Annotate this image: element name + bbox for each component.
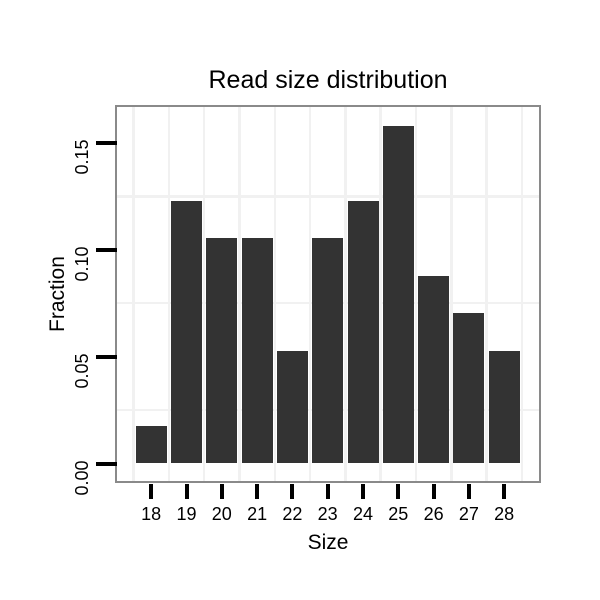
x-tick-label: 23: [317, 504, 338, 524]
x-axis-tick: [290, 484, 295, 499]
x-tick-label: 18: [141, 504, 162, 524]
bar-size-23: [312, 238, 344, 464]
bar-size-19: [171, 201, 202, 464]
x-tick-label: 21: [247, 504, 268, 524]
gridline-minor-vertical: [379, 107, 382, 481]
x-axis-tick: [502, 484, 507, 499]
x-axis-tick: [255, 484, 260, 499]
gridline-minor-vertical: [450, 107, 453, 481]
x-axis-tick: [396, 484, 401, 499]
x-tick-label: 20: [211, 504, 232, 524]
bar-size-25: [382, 126, 414, 464]
bar-size-18: [135, 426, 167, 464]
gridline-minor-vertical: [414, 107, 418, 481]
x-tick-label: 22: [282, 504, 303, 524]
x-axis-tick: [325, 484, 330, 499]
x-axis-tick: [184, 484, 189, 499]
plot-panel: [115, 105, 541, 483]
x-axis-tick: [431, 484, 436, 499]
x-tick-label: 19: [176, 504, 197, 524]
bar-size-22: [276, 351, 308, 464]
x-axis-tick: [219, 484, 224, 499]
gridline-minor-vertical: [520, 107, 524, 481]
gridline-minor-vertical: [308, 107, 312, 481]
gridline-minor-horizontal: [117, 195, 539, 198]
bar-size-24: [347, 201, 379, 464]
y-axis-tick: [96, 461, 117, 466]
gridline-minor-vertical: [238, 107, 241, 481]
chart-title: Read size distribution: [208, 66, 448, 94]
y-tick-label: 0.00: [72, 459, 92, 496]
gridline-minor-vertical: [485, 107, 488, 481]
y-axis-tick: [96, 247, 117, 252]
x-axis-title: Size: [307, 531, 349, 554]
x-tick-label: 27: [458, 504, 479, 524]
y-axis-tick: [96, 354, 117, 359]
x-tick-label: 25: [388, 504, 409, 524]
bar-size-26: [418, 276, 450, 464]
x-tick-label: 26: [423, 504, 444, 524]
x-axis-tick: [361, 484, 365, 499]
x-axis-tick: [466, 484, 471, 499]
gridline-minor-vertical: [344, 107, 347, 481]
x-axis-tick: [149, 484, 154, 499]
gridline-minor-vertical: [273, 107, 276, 481]
y-tick-label: 0.05: [72, 353, 92, 389]
x-tick-label: 28: [494, 504, 515, 524]
y-tick-label: 0.10: [72, 246, 92, 282]
bar-size-21: [241, 238, 273, 464]
gridline-minor-vertical: [132, 107, 135, 481]
gridline-minor-vertical: [202, 107, 206, 481]
bar-size-28: [488, 351, 520, 464]
gridline-minor-vertical: [167, 107, 171, 481]
x-tick-label: 24: [352, 504, 374, 524]
bar-size-27: [453, 313, 485, 464]
y-axis-title: Fraction: [46, 256, 69, 332]
y-tick-label: 0.15: [72, 139, 92, 175]
bar-size-20: [206, 238, 238, 464]
y-axis-tick: [96, 140, 117, 145]
